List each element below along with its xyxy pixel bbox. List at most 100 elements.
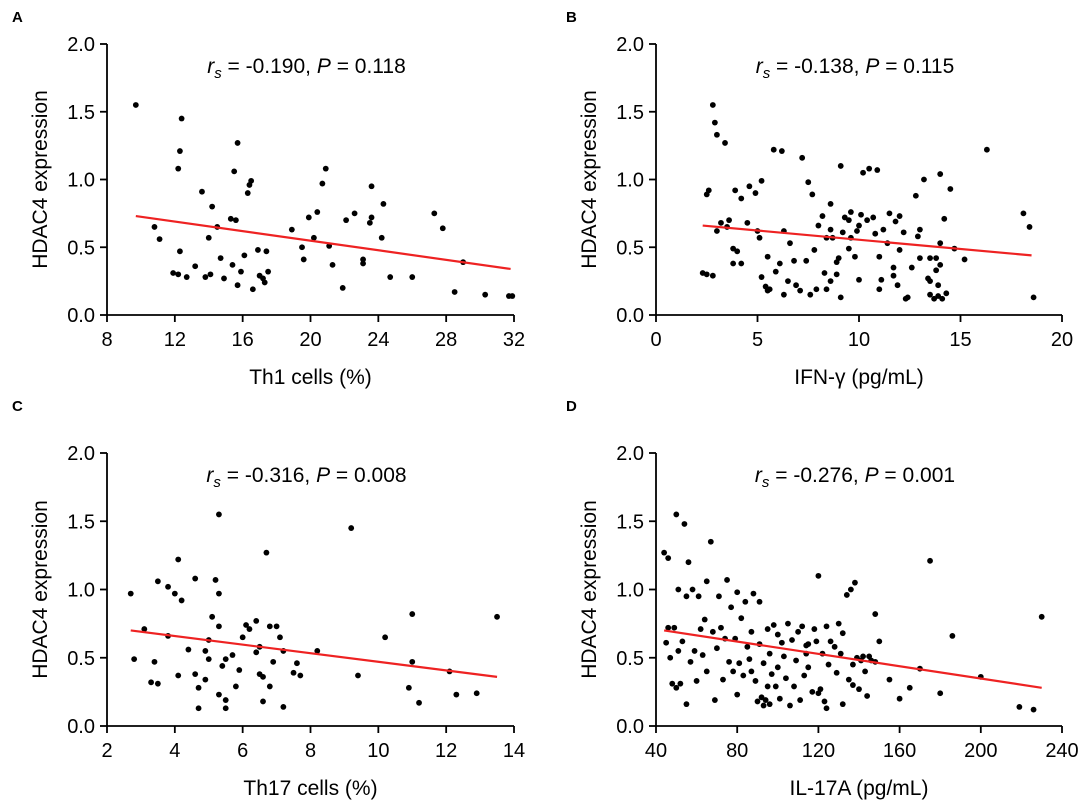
data-point <box>716 593 722 600</box>
data-point <box>843 592 850 598</box>
panel-label: C <box>12 398 23 415</box>
data-point <box>854 228 860 234</box>
data-point <box>961 256 968 263</box>
data-point <box>795 628 801 635</box>
data-point <box>707 538 714 545</box>
data-point <box>823 623 830 630</box>
data-point <box>752 678 759 684</box>
data-point <box>815 222 822 229</box>
data-point <box>880 226 887 233</box>
data-point <box>685 559 692 566</box>
data-point <box>175 556 182 563</box>
r-subscript: s <box>213 474 221 491</box>
data-point <box>983 146 990 153</box>
data-point <box>896 695 903 702</box>
y-axis-title: HDAC4 expression <box>578 90 601 269</box>
x-tick-label: 15 <box>949 329 971 351</box>
y-axis-title: HDAC4 expression <box>29 500 52 679</box>
data-point <box>730 668 737 675</box>
data-point <box>811 247 818 253</box>
data-point <box>681 521 688 527</box>
data-point <box>195 705 202 712</box>
data-point <box>726 217 732 224</box>
data-point <box>785 278 791 285</box>
r-value: = -0.138, <box>770 55 865 78</box>
data-point <box>730 260 737 267</box>
data-point <box>724 577 730 583</box>
p-symbol: P <box>865 55 879 78</box>
x-tick-label: 10 <box>848 329 870 351</box>
data-point <box>827 226 834 233</box>
data-point <box>718 624 724 631</box>
data-point <box>827 200 834 207</box>
data-point <box>797 697 804 703</box>
data-point <box>852 253 858 260</box>
data-point <box>890 272 897 279</box>
data-point <box>758 274 765 280</box>
data-point <box>799 154 806 161</box>
data-point <box>906 684 913 691</box>
data-point <box>494 613 500 620</box>
data-point <box>720 676 726 683</box>
data-point <box>917 255 923 261</box>
data-point <box>939 295 946 302</box>
r-value: = -0.276, <box>769 464 864 487</box>
data-point <box>805 179 812 186</box>
r-value: = -0.316, <box>221 464 316 487</box>
data-point <box>797 287 804 294</box>
data-point <box>263 549 270 556</box>
data-point <box>439 225 446 232</box>
data-point <box>216 623 222 630</box>
data-point <box>762 697 769 703</box>
p-symbol: P <box>865 464 879 487</box>
data-point <box>793 657 799 664</box>
data-point <box>821 698 828 705</box>
data-point <box>900 229 907 236</box>
data-point <box>835 255 842 261</box>
x-tick-label: 240 <box>1045 740 1078 762</box>
x-tick-label: 12 <box>164 329 186 351</box>
data-point <box>207 271 214 278</box>
data-point <box>734 589 741 596</box>
x-tick-label: 160 <box>883 740 916 762</box>
data-point <box>744 643 751 650</box>
data-point <box>185 646 192 653</box>
data-point <box>756 234 763 241</box>
data-point <box>876 638 883 645</box>
data-point <box>192 263 199 270</box>
y-tick-label: 1.5 <box>67 511 95 533</box>
data-point <box>904 294 911 301</box>
data-point <box>255 247 261 253</box>
data-point <box>847 209 854 215</box>
data-point <box>864 693 871 699</box>
panel-label: D <box>566 398 577 415</box>
data-point <box>866 165 873 172</box>
y-tick-label: 1.5 <box>616 511 644 533</box>
data-point <box>310 234 317 241</box>
correlation-annotation: rs = -0.138, P = 0.115 <box>756 55 955 82</box>
data-point <box>178 597 185 604</box>
data-point <box>183 274 190 280</box>
data-point <box>780 653 787 660</box>
data-point <box>175 271 182 278</box>
panel-c: C 0.0 0.5 1.0 1.5 2.0 2 4 6 8 10 12 14 Th17 cells (%)… <box>12 398 525 800</box>
data-point <box>232 683 239 690</box>
data-point <box>937 261 944 268</box>
correlation-annotation: rs = -0.276, P = 0.001 <box>755 464 955 491</box>
r-subscript: s <box>214 65 222 82</box>
data-point <box>212 577 219 583</box>
data-point <box>195 684 202 691</box>
data-point <box>222 705 229 712</box>
x-axis-title: Th1 cells (%) <box>249 366 372 389</box>
data-point <box>691 648 698 654</box>
data-point <box>876 286 883 293</box>
data-point <box>368 183 375 190</box>
data-point <box>202 676 209 683</box>
data-point <box>852 579 858 586</box>
data-point <box>766 701 773 708</box>
data-point <box>509 293 516 299</box>
x-tick-label: 14 <box>503 740 525 762</box>
data-point <box>726 658 732 665</box>
data-point <box>831 643 838 650</box>
